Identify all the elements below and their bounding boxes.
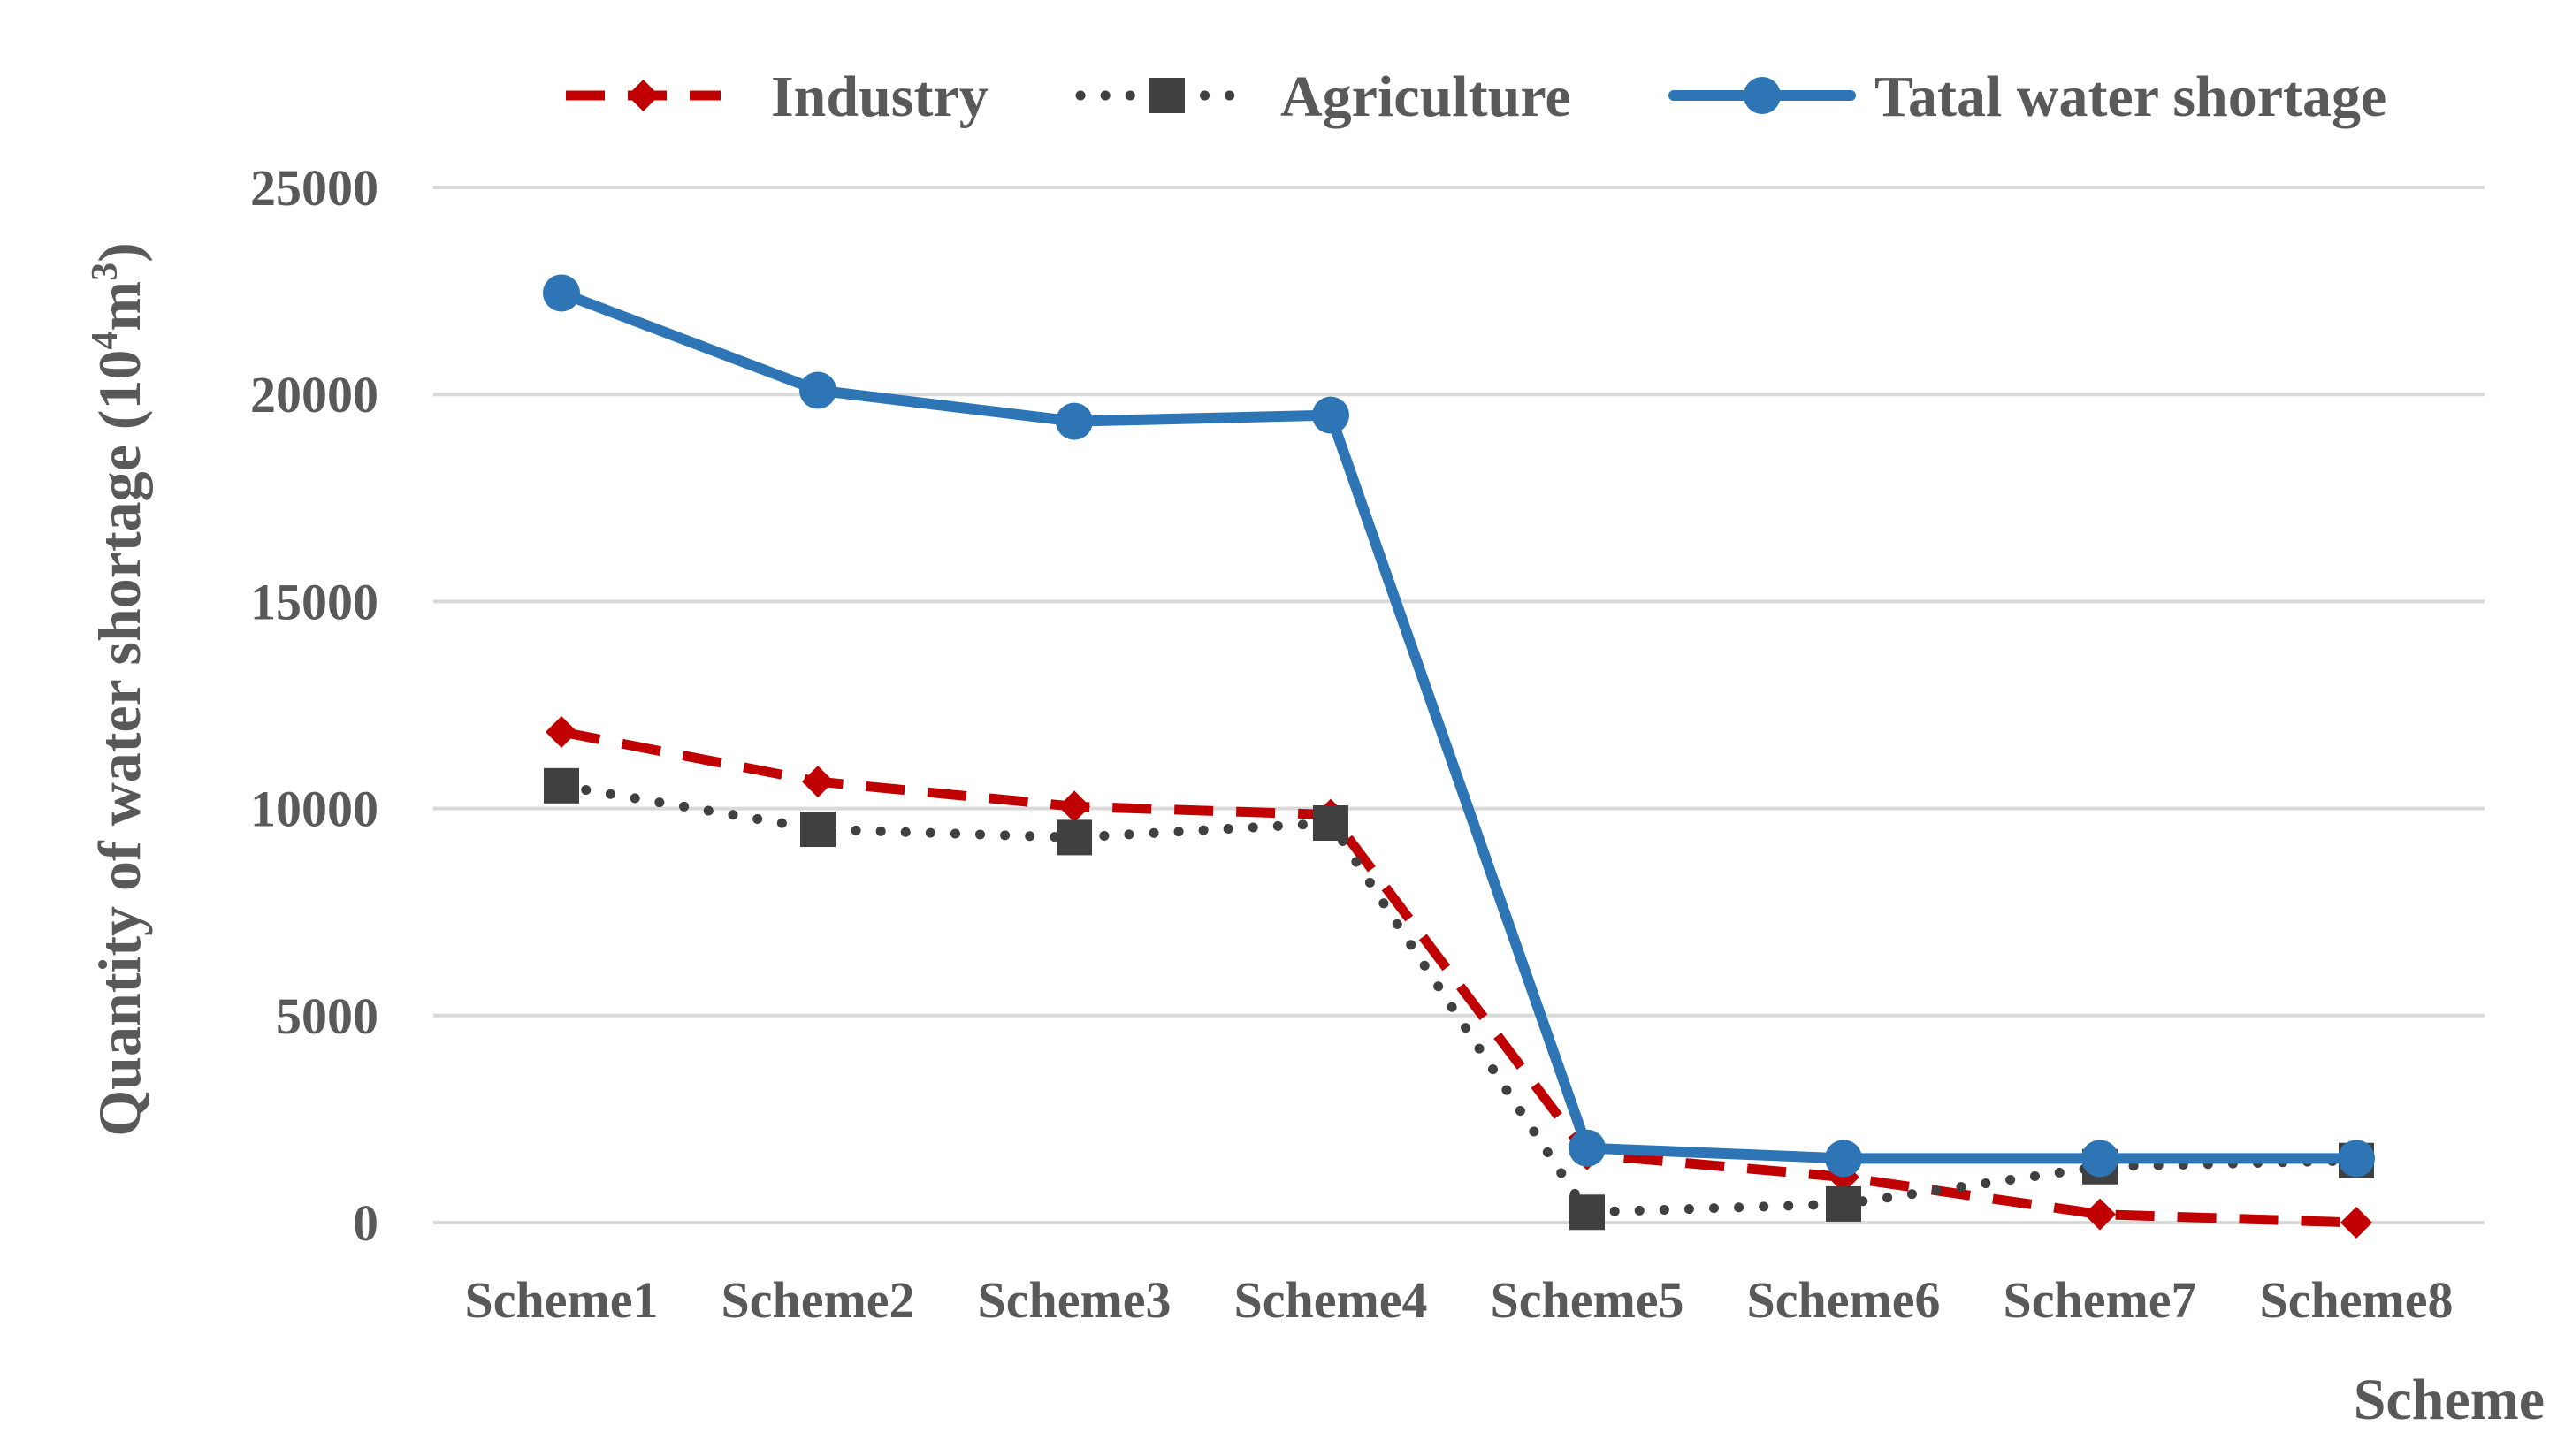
- y-tick-label: 25000: [250, 159, 378, 217]
- legend-label: Agriculture: [1280, 65, 1571, 129]
- legend-item: Tatal water shortage: [1668, 65, 2386, 129]
- data-point: [2081, 1140, 2118, 1178]
- x-tick-label: Scheme8: [2259, 1271, 2453, 1329]
- x-axis-ticks: Scheme1 Scheme2 Scheme3 Scheme4 Scheme5 Schem…: [464, 1271, 2453, 1329]
- series-lines: [543, 274, 2375, 1239]
- y-axis-ticks: 0 5000 10000 15000 20000 25000: [250, 159, 378, 1252]
- data-point: [544, 767, 579, 804]
- legend-item: Agriculture: [1075, 65, 1571, 129]
- legend-item: Industry: [566, 65, 989, 129]
- data-point: [2084, 1198, 2116, 1231]
- data-point: [546, 715, 577, 748]
- gridlines: [433, 186, 2485, 1224]
- data-point: [1569, 1194, 1605, 1231]
- x-tick-label: Scheme1: [464, 1271, 658, 1329]
- x-tick-label: Scheme7: [2003, 1271, 2196, 1329]
- data-point: [1056, 402, 1093, 440]
- x-tick-label: Scheme2: [721, 1271, 914, 1329]
- series-line: [560, 727, 2357, 1228]
- data-point: [543, 274, 580, 312]
- x-tick-label: Scheme6: [1746, 1271, 1940, 1329]
- legend-label: Tatal water shortage: [1874, 65, 2386, 129]
- y-tick-label: 5000: [276, 987, 378, 1045]
- y-tick-label: 20000: [250, 366, 378, 423]
- legend-marker: [1744, 77, 1781, 114]
- y-axis-label: Quantity of water shortage (104m3): [85, 242, 153, 1137]
- data-point: [1057, 819, 1092, 856]
- series-line: [556, 781, 2362, 1217]
- data-point: [1058, 790, 1090, 823]
- data-point: [1313, 804, 1348, 841]
- data-point: [2338, 1140, 2375, 1178]
- legend-label: Industry: [771, 65, 989, 129]
- data-point: [2340, 1207, 2372, 1239]
- data-point: [802, 766, 834, 798]
- legend-marker: [627, 80, 660, 111]
- legend-marker: [1149, 78, 1185, 113]
- x-tick-label: Scheme4: [1233, 1271, 1427, 1329]
- y-tick-label: 10000: [250, 781, 378, 838]
- x-axis-label: Scheme: [2354, 1368, 2545, 1432]
- y-tick-label: 0: [353, 1194, 378, 1252]
- y-tick-label: 15000: [250, 573, 378, 630]
- x-tick-label: Scheme3: [977, 1271, 1171, 1329]
- data-point: [1569, 1129, 1606, 1167]
- series-2: [543, 274, 2375, 1178]
- data-point: [1825, 1140, 1862, 1178]
- data-point: [1312, 396, 1349, 434]
- data-point: [799, 371, 836, 409]
- series-line: [556, 287, 2362, 1164]
- data-point: [1826, 1185, 1861, 1222]
- x-tick-label: Scheme5: [1490, 1271, 1683, 1329]
- legend: Industry Agriculture Tatal water shortage: [566, 65, 2386, 129]
- data-point: [800, 812, 836, 848]
